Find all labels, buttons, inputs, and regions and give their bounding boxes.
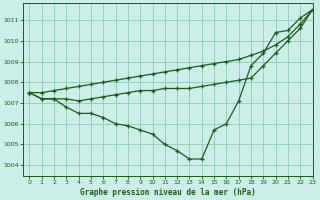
X-axis label: Graphe pression niveau de la mer (hPa): Graphe pression niveau de la mer (hPa) [80, 188, 256, 197]
